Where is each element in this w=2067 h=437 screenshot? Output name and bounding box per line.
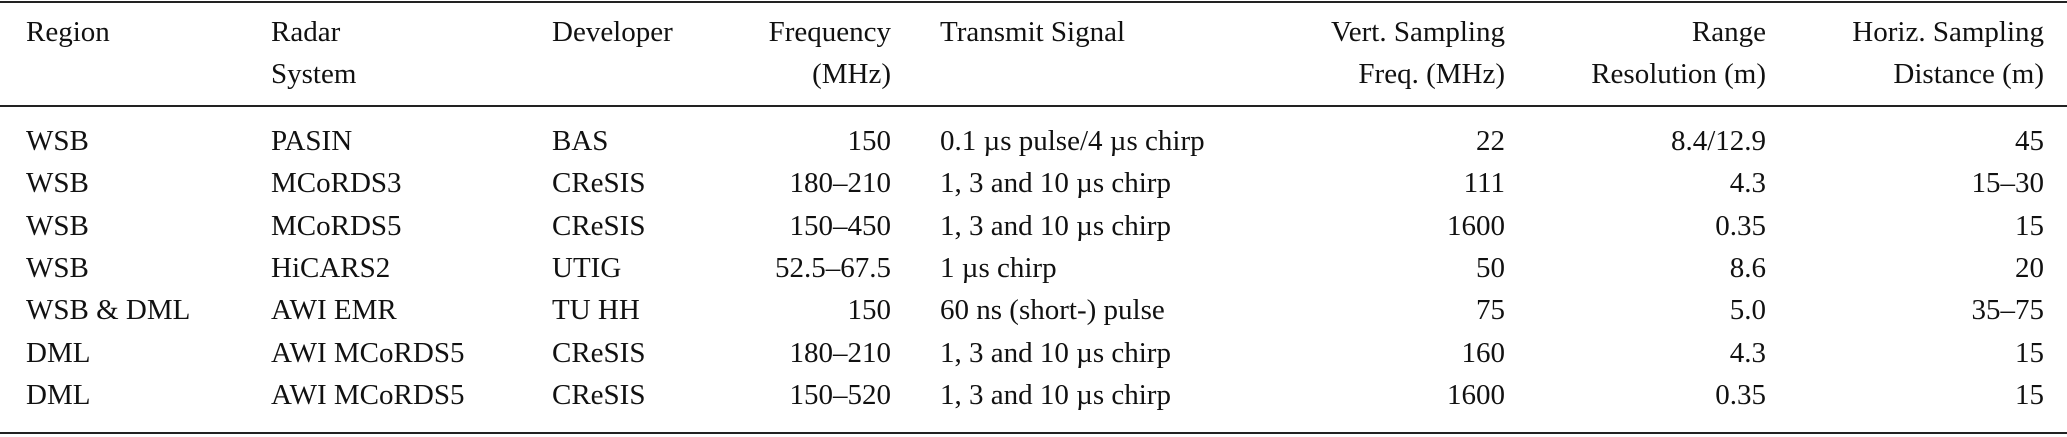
table-cell: 1, 3 and 10 µs chirp [940,336,1171,369]
table-cell: 22 [1476,125,1505,157]
table-cell: 52.5–67.5 [775,251,891,284]
table-cell: BAS [552,125,609,157]
table-cell: AWI EMR [271,294,397,327]
header-cell: Developer [552,16,673,48]
table-cell: 180–210 [789,336,892,369]
table-cell: 15 [2015,336,2044,369]
table-cell: UTIG [552,251,622,284]
table-cell: MCoRDS5 [271,209,402,242]
table-cell: 60 ns (short-) pulse [940,294,1165,327]
table-cell: WSB [26,251,89,284]
header-cell: Region [26,16,110,48]
table-cell: CReSIS [552,336,646,369]
table-cell: 45 [2015,125,2044,157]
table-cell: 1, 3 and 10 µs chirp [940,209,1171,242]
table-cell: 111 [1463,167,1505,200]
table-cell: 15 [2015,209,2044,242]
table-cell: 180–210 [789,167,892,200]
table-cell: 50 [1476,251,1505,284]
table-cell: PASIN [271,125,353,157]
table-cell: WSB [26,167,89,200]
table-cell: 1600 [1447,209,1505,242]
header-cell: Frequency [768,16,891,48]
table-cell: 4.3 [1729,336,1766,369]
header-cell: Radar [271,16,341,48]
table-cell: 20 [2015,251,2044,284]
table-cell: DML [26,378,91,411]
table-cell: CReSIS [552,209,646,242]
table-cell: 75 [1476,294,1505,327]
table-cell: 0.1 µs pulse/4 µs chirp [940,125,1205,157]
table-cell: 1 µs chirp [940,251,1057,284]
table-cell: AWI MCoRDS5 [271,378,465,411]
header-cell: System [271,58,357,90]
header-rule [0,105,2067,107]
table-cell: HiCARS2 [271,251,391,284]
table-cell: 35–75 [1971,294,2045,327]
table-cell: 1600 [1447,378,1505,411]
table-cell: CReSIS [552,167,646,200]
table-cell: WSB [26,125,89,157]
header-cell: Resolution (m) [1591,58,1766,90]
table-cell: AWI MCoRDS5 [271,336,465,369]
table-cell: WSB & DML [26,294,191,327]
table-cell: 0.35 [1715,378,1766,411]
header-cell: Freq. (MHz) [1358,58,1505,90]
header-cell: Vert. Sampling [1331,16,1505,48]
table-cell: TU HH [552,294,640,327]
table-cell: 1, 3 and 10 µs chirp [940,167,1171,200]
table-cell: DML [26,336,91,369]
header-cell: Horiz. Sampling [1852,16,2044,48]
table-cell: 1, 3 and 10 µs chirp [940,378,1171,411]
table-cell: 150 [847,294,892,327]
table-cell: 8.4/12.9 [1670,125,1766,157]
header-cell: Range [1691,16,1766,48]
table-cell: 0.35 [1715,209,1766,242]
table-cell: WSB [26,209,89,242]
table-cell: 8.6 [1729,251,1766,284]
table-cell: 160 [1461,336,1506,369]
table-cell: 150–450 [789,209,892,242]
table-cell: 5.0 [1729,294,1766,327]
table-cell: 150 [847,125,892,157]
table-cell: MCoRDS3 [271,167,402,200]
table-cell: 15 [2015,378,2044,411]
header-cell: (MHz) [812,58,891,90]
header-cell: Transmit Signal [940,16,1126,48]
table-cell: CReSIS [552,378,646,411]
table-cell: 4.3 [1729,167,1766,200]
header-cell: Distance (m) [1893,58,2044,90]
bottom-rule [0,432,2067,434]
table-cell: 150–520 [789,378,892,411]
top-rule [0,1,2067,3]
table-cell: 15–30 [1971,167,2045,200]
